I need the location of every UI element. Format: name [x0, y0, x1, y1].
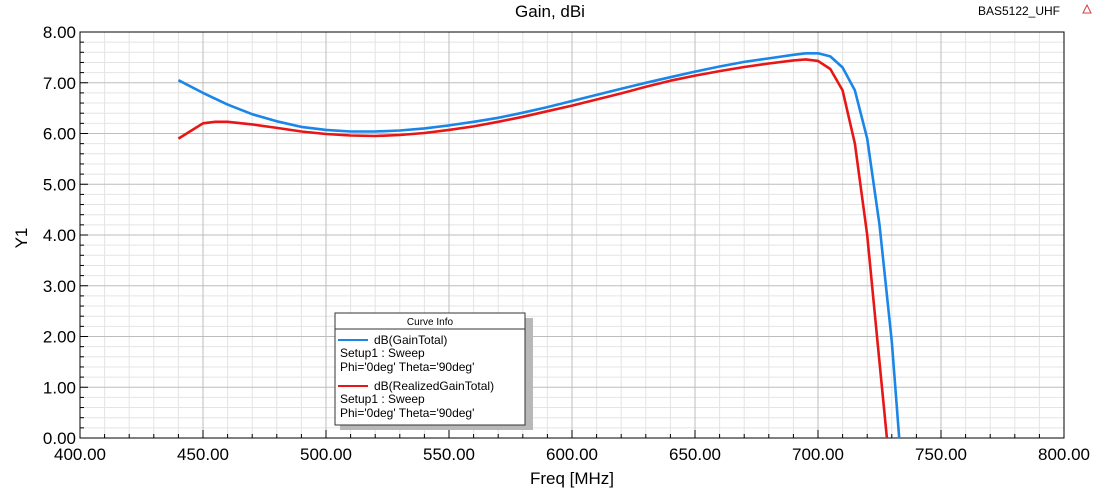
x-tick-label: 750.00	[915, 445, 967, 464]
legend-title: Curve Info	[407, 317, 454, 328]
x-tick-label: 600.00	[546, 445, 598, 464]
legend-box	[334, 312, 526, 426]
y-tick-label: 4.00	[43, 226, 76, 245]
y-tick-label: 3.00	[43, 277, 76, 296]
x-tick-label: 700.00	[792, 445, 844, 464]
x-tick-label: 550.00	[423, 445, 475, 464]
x-tick-label: 400.00	[54, 445, 106, 464]
y-tick-label: 6.00	[43, 125, 76, 144]
y-tick-label: 8.00	[43, 23, 76, 42]
legend-entry-gain-params: Phi='0deg' Theta='90deg'	[340, 360, 474, 374]
legend-entry-gain-name: dB(GainTotal)	[374, 333, 447, 347]
series-group	[177, 51, 901, 439]
legend-entry-realized-name: dB(RealizedGainTotal)	[374, 379, 494, 393]
x-tick-label: 500.00	[300, 445, 352, 464]
y-tick-label: 2.00	[43, 328, 76, 347]
legend[interactable]: Curve Info dB(GainTotal) Setup1 : Sweep …	[334, 312, 533, 430]
x-tick-label: 800.00	[1038, 445, 1090, 464]
legend-entry-gain-setup: Setup1 : Sweep	[340, 346, 425, 360]
y-tick-label: 5.00	[43, 175, 76, 194]
legend-entry-realized-setup: Setup1 : Sweep	[340, 392, 425, 406]
y-tick-label: 7.00	[43, 74, 76, 93]
y-tick-label: 1.00	[43, 378, 76, 397]
series-line-realized-gain-total	[177, 58, 889, 439]
corner-marker-icon	[1082, 3, 1092, 14]
y-tick-label: 0.00	[43, 429, 76, 448]
chart-title: Gain, dBi	[515, 2, 585, 21]
project-name: BAS5122_UHF	[978, 4, 1060, 18]
x-axis-label: Freq [MHz]	[530, 469, 614, 488]
y-axis-label: Y1	[12, 228, 31, 249]
x-tick-label: 450.00	[177, 445, 229, 464]
plot-grid	[79, 31, 1065, 439]
series-line-gain-total	[177, 51, 901, 439]
x-tick-label: 650.00	[669, 445, 721, 464]
legend-entry-realized-params: Phi='0deg' Theta='90deg'	[340, 406, 474, 420]
x-axis-ticks: 400.00 450.00 500.00 550.00 600.00 650.00 700.…	[54, 430, 1090, 464]
y-axis-ticks: 0.00 1.00 2.00 3.00 4.00 5.00 6.00 7.00 8.00	[43, 23, 88, 448]
